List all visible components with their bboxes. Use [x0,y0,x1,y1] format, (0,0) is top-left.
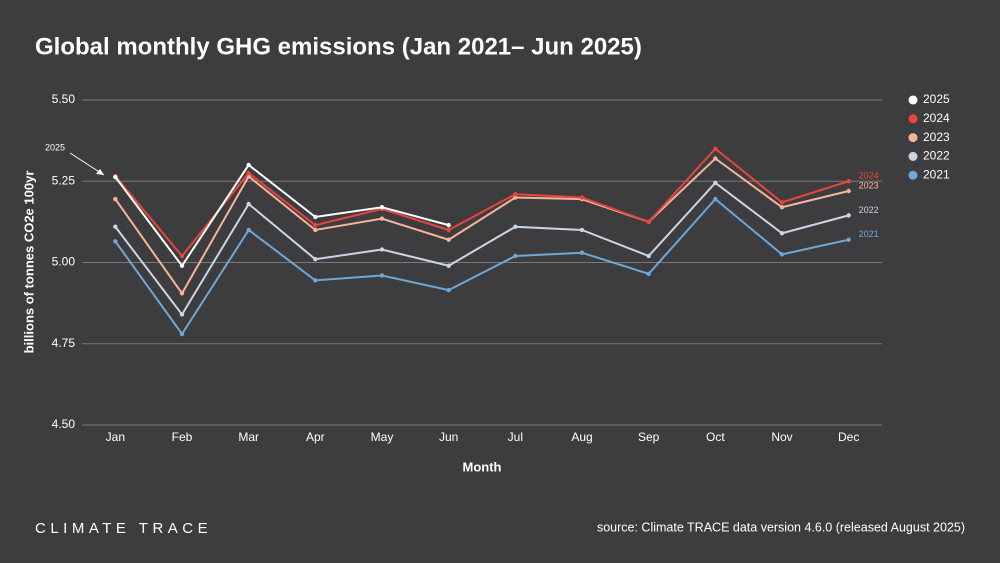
x-tick-label: Apr [306,430,325,444]
data-point [579,250,585,255]
legend-label: 2023 [923,130,950,144]
data-point [179,331,185,337]
data-point [646,219,651,225]
chart-title: Global monthly GHG emissions (Jan 2021– … [35,33,642,60]
data-point [246,170,251,176]
data-point [179,312,185,317]
logo: CLIMATE TRACE [35,520,212,537]
data-point [113,196,118,202]
data-point [179,253,185,259]
x-tick-label: Nov [771,430,792,444]
series-line [114,197,849,336]
data-point [446,237,451,242]
data-point [513,253,518,259]
y-tick-label: 5.25 [52,173,76,187]
legend-marker [908,95,918,105]
data-point [779,252,785,257]
data-point [313,214,318,220]
data-point [379,273,385,278]
x-tick-label: Sep [638,430,660,444]
y-tick-label: 4.75 [52,336,76,350]
data-point [113,174,118,180]
legend-label: 2024 [923,111,950,125]
series-line [114,181,849,317]
data-point [446,227,451,233]
y-axis-label: billions of tonnes CO2e 100yr [21,171,36,354]
series-line [114,163,449,268]
x-tick-label: Feb [172,430,193,444]
series-line [114,157,849,296]
data-point [446,287,451,293]
data-point [779,205,785,210]
data-point [846,188,851,194]
data-point [513,224,518,229]
legend-marker [908,114,918,124]
y-tick-label: 5.00 [52,255,76,269]
end-label: 2023 [859,180,879,190]
data-point [246,201,251,207]
data-point [579,195,585,200]
data-point [313,227,318,233]
legend-label: 2021 [923,167,950,181]
data-point [313,222,318,228]
data-point [579,227,585,233]
x-tick-label: Jan [106,430,125,444]
y-tick-label: 5.50 [52,92,76,106]
data-point [113,224,118,229]
source: source: Climate TRACE data version 4.6.0… [597,520,965,534]
data-point [713,156,718,161]
data-point [646,253,651,259]
x-tick-label: Jul [508,430,523,444]
data-point [846,179,851,184]
x-axis-label: Month [463,459,502,474]
data-point [113,239,118,244]
data-point [646,271,651,277]
data-point [179,263,185,268]
legend-label: 2025 [923,92,950,106]
data-point [779,231,785,236]
data-point [713,146,718,151]
data-point [713,180,718,186]
data-point [446,222,451,228]
data-point [313,257,318,262]
end-label: 2024 [859,171,879,181]
data-point [379,205,385,210]
legend-marker [908,170,918,180]
data-point [179,291,185,296]
x-tick-label: Aug [571,430,592,444]
data-point [313,278,318,283]
data-point [379,247,385,252]
legend-marker [908,133,918,143]
x-tick-label: Oct [706,430,725,444]
data-point [246,227,251,233]
end-label: 2021 [859,229,879,239]
data-point [446,263,451,268]
y-tick-label: 4.50 [52,417,76,431]
end-label: 2022 [859,205,879,215]
data-point [779,200,785,205]
data-point [379,216,385,221]
series-line [114,147,849,258]
data-point [846,213,851,218]
x-tick-label: Mar [238,430,259,444]
data-point [846,237,851,242]
annotation: 2025 [45,142,65,152]
data-point [513,195,518,200]
x-tick-label: Dec [838,430,859,444]
legend-label: 2022 [923,149,950,163]
data-point [246,162,251,168]
legend-marker [908,151,918,161]
data-point [713,196,718,202]
annotation-arrowhead [96,169,104,175]
data-point [513,192,518,197]
x-tick-label: Jun [439,430,458,444]
x-tick-label: May [371,430,394,444]
